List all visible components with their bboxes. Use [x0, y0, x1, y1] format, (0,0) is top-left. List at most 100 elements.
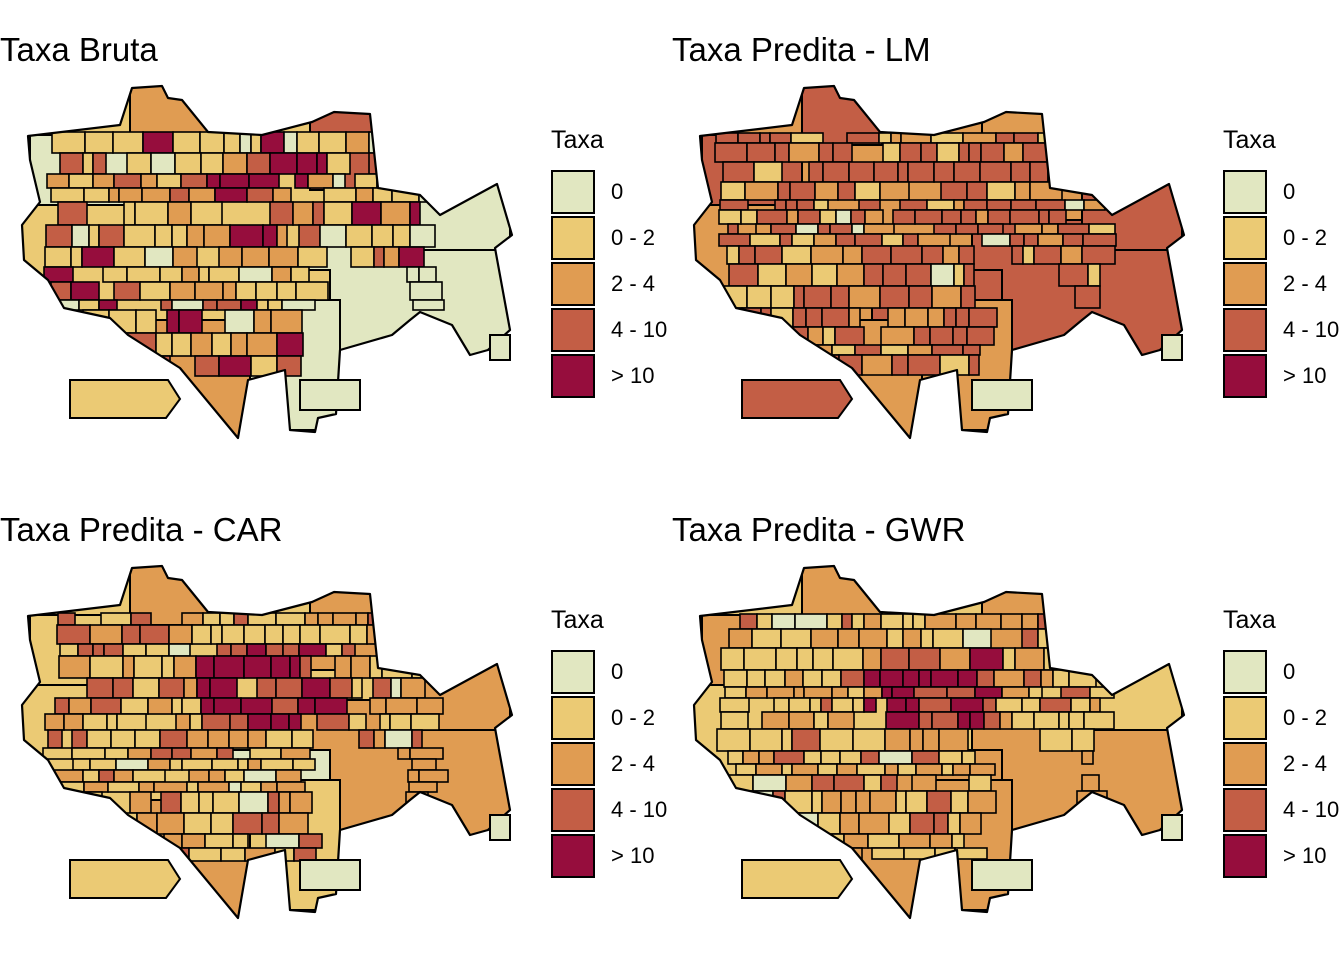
census-tract — [222, 152, 248, 175]
census-tract — [750, 847, 783, 860]
census-tract — [930, 669, 959, 688]
census-tract — [295, 281, 329, 301]
census-tract — [407, 769, 420, 783]
census-tract — [788, 711, 815, 730]
census-tract — [84, 131, 114, 154]
legend-swatch — [1223, 262, 1267, 306]
census-tract — [852, 697, 865, 713]
census-tract-detached — [299, 379, 361, 411]
census-tract — [296, 131, 320, 154]
census-tract — [855, 790, 871, 814]
census-tract — [354, 173, 378, 189]
census-tracts — [29, 86, 511, 438]
census-tract — [418, 266, 437, 283]
census-tract — [409, 281, 443, 301]
census-tract — [1041, 223, 1059, 235]
census-tract — [206, 173, 221, 189]
census-tract — [208, 769, 226, 783]
census-tract — [275, 612, 306, 626]
census-tract — [921, 245, 944, 265]
census-tract — [144, 246, 174, 268]
census-tract — [842, 245, 863, 265]
census-tract — [224, 309, 255, 334]
census-tract — [383, 246, 400, 268]
census-tract — [265, 643, 284, 657]
census-tract — [202, 299, 218, 311]
census-tract — [410, 713, 440, 731]
legend-swatch — [551, 262, 595, 306]
census-tract — [1068, 711, 1085, 730]
census-tract — [881, 686, 893, 699]
census-tract — [42, 747, 73, 760]
legend-swatch — [551, 308, 595, 352]
census-tract — [186, 729, 209, 749]
census-tract — [981, 233, 1011, 247]
census-tract-detached — [971, 859, 1033, 891]
census-tract — [390, 677, 402, 699]
census-tract — [171, 299, 204, 311]
census-tract — [269, 201, 294, 226]
census-tract — [58, 655, 91, 679]
census-tract — [296, 152, 318, 175]
census-tract — [116, 355, 148, 377]
legend-item-0: 0 — [1223, 650, 1344, 696]
census-tract — [150, 747, 173, 760]
census-tract — [841, 613, 853, 630]
census-tract — [280, 747, 311, 760]
census-tract — [1071, 728, 1095, 752]
census-tract — [373, 246, 385, 268]
census-tract — [886, 697, 907, 713]
legend-swatch — [551, 742, 595, 786]
census-tract — [817, 223, 831, 235]
census-tract — [294, 173, 309, 189]
census-tract — [89, 655, 124, 679]
census-tract — [727, 223, 739, 235]
census-tract — [186, 224, 205, 248]
census-tract — [180, 791, 200, 814]
census-tract — [974, 686, 1003, 699]
census-tract — [181, 697, 202, 715]
census-tract — [85, 833, 105, 849]
census-tract — [813, 711, 829, 730]
census-tract — [939, 647, 971, 671]
census-tract — [938, 750, 963, 765]
census-tract — [902, 233, 919, 247]
census-tract — [141, 187, 171, 203]
census-tract — [1059, 132, 1079, 144]
census-tract — [933, 812, 949, 835]
census-tract — [775, 647, 798, 671]
census-tract — [955, 223, 979, 235]
census-tract — [911, 750, 940, 765]
census-tract — [89, 624, 123, 645]
census-tract — [957, 669, 978, 688]
census-tract — [219, 173, 250, 189]
census-tract — [962, 628, 992, 649]
census-tract — [977, 223, 1004, 235]
census-tract — [927, 307, 945, 328]
census-tract — [171, 332, 192, 357]
census-tract — [918, 711, 933, 730]
census-tract — [826, 613, 843, 630]
census-tract — [789, 181, 816, 201]
census-tract — [848, 285, 881, 309]
census-tract — [104, 747, 129, 760]
census-tract — [999, 711, 1013, 730]
census-tract — [46, 173, 70, 189]
census-tract — [795, 223, 819, 235]
census-tract — [102, 266, 128, 283]
census-tract — [830, 285, 850, 309]
census-tract — [175, 713, 191, 731]
census-tract — [232, 812, 263, 835]
census-tract — [942, 245, 960, 265]
census-tract — [976, 669, 995, 688]
census-tract — [81, 812, 111, 835]
census-tract — [911, 774, 937, 792]
census-tract — [1089, 697, 1101, 713]
census-tract — [769, 132, 792, 144]
census-tract — [92, 173, 115, 189]
census-tract — [68, 173, 94, 189]
census-tract — [247, 713, 272, 731]
census-tract — [188, 187, 216, 203]
census-tract — [122, 643, 147, 657]
census-tract — [267, 299, 283, 311]
